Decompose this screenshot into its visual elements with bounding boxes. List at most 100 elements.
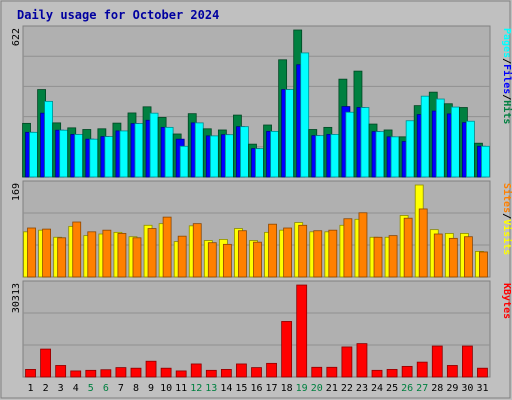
- x-tick-day-15: 15: [235, 383, 247, 394]
- bar-sites-day-7: [117, 233, 127, 278]
- legend-hits: Hits: [501, 100, 512, 124]
- bar-pages-day-18: [285, 89, 295, 178]
- x-tick-day-18: 18: [281, 383, 293, 394]
- legend-separator: /: [501, 94, 512, 100]
- bar-sites-day-13: [207, 242, 217, 278]
- bar-pages-day-13: [209, 135, 219, 178]
- bar-kbytes-day-6: [100, 369, 112, 378]
- x-tick-day-17: 17: [266, 383, 278, 394]
- bar-pages-day-7: [119, 130, 129, 178]
- bar-kbytes-day-9: [145, 360, 157, 378]
- bar-pages-day-8: [134, 123, 144, 178]
- bar-kbytes-day-26: [401, 365, 413, 378]
- legend-kbytes: KBytes: [501, 283, 512, 319]
- legend-separator: /: [501, 213, 512, 219]
- bar-pages-day-21: [330, 134, 340, 178]
- bar-kbytes-day-22: [341, 346, 353, 378]
- x-tick-day-8: 8: [133, 383, 139, 394]
- bar-kbytes-day-23: [356, 343, 368, 378]
- bar-pages-day-17: [270, 130, 279, 178]
- bar-pages-day-26: [405, 120, 415, 178]
- bar-sites-day-15: [238, 230, 247, 278]
- bar-kbytes-day-3: [55, 365, 67, 378]
- bar-pages-day-24: [375, 131, 385, 178]
- bar-pages-day-25: [390, 136, 400, 178]
- legend-separator: /: [501, 58, 512, 64]
- x-tick-day-25: 25: [386, 383, 398, 394]
- legend-pages: Pages: [501, 28, 512, 58]
- bar-sites-day-12: [192, 223, 202, 278]
- panel-visits: 169 Sites/Visits: [11, 180, 512, 278]
- x-tick-day-19: 19: [296, 383, 308, 394]
- bar-sites-day-19: [298, 224, 308, 278]
- bar-sites-day-20: [313, 230, 323, 278]
- bar-kbytes-day-25: [386, 369, 398, 378]
- bar-kbytes-day-21: [326, 366, 338, 378]
- x-tick-day-4: 4: [73, 383, 79, 394]
- x-tick-day-10: 10: [160, 383, 172, 394]
- x-tick-day-30: 30: [461, 383, 473, 394]
- panel-kbytes-max-label: 30313: [11, 283, 22, 313]
- x-tick-day-16: 16: [250, 383, 262, 394]
- bar-sites-day-6: [102, 229, 112, 278]
- x-tick-day-27: 27: [416, 383, 428, 394]
- bar-pages-day-23: [360, 107, 370, 178]
- bar-sites-day-2: [42, 228, 51, 278]
- bar-pages-day-14: [224, 134, 234, 178]
- bar-kbytes-day-2: [40, 348, 51, 378]
- bar-kbytes-day-18: [281, 321, 293, 378]
- x-tick-day-23: 23: [356, 383, 368, 394]
- legend-sites: Sites: [501, 183, 512, 213]
- x-tick-day-26: 26: [401, 383, 413, 394]
- bar-pages-day-9: [149, 112, 159, 178]
- bar-pages-day-11: [179, 145, 189, 178]
- bar-sites-day-22: [343, 218, 353, 278]
- panel-hits: 622 Pages/Files/Hits: [11, 25, 512, 178]
- chart-title: Daily usage for October 2024: [17, 8, 219, 22]
- bar-kbytes-day-30: [462, 345, 473, 378]
- bar-pages-day-10: [164, 126, 174, 178]
- bar-sites-day-23: [358, 212, 368, 278]
- bar-pages-day-1: [29, 131, 38, 178]
- x-tick-day-2: 2: [43, 383, 49, 394]
- bar-kbytes-day-29: [446, 365, 458, 378]
- x-tick-day-6: 6: [103, 383, 109, 394]
- bar-sites-day-14: [222, 243, 232, 278]
- bar-sites-day-25: [388, 235, 398, 278]
- x-axis-labels: 1 2 3 4 5 6 7 8 9 10 11 12 13 14 15 16 17 18 19 20 21 22 23 24 2…: [28, 383, 489, 394]
- bar-pages-day-31: [481, 145, 490, 178]
- bar-sites-day-4: [72, 221, 82, 278]
- panel-kbytes-legend: KBytes: [501, 283, 512, 319]
- bar-kbytes-day-13: [205, 369, 217, 378]
- bar-kbytes-day-5: [85, 369, 97, 378]
- bar-pages-day-29: [450, 106, 460, 178]
- bar-pages-day-20: [315, 135, 325, 178]
- bar-kbytes-day-16: [251, 367, 262, 378]
- bar-kbytes-day-1: [25, 369, 36, 378]
- bar-pages-day-12: [194, 122, 204, 178]
- x-tick-day-31: 31: [476, 383, 488, 394]
- bar-sites-day-16: [253, 241, 262, 278]
- x-tick-day-1: 1: [28, 383, 34, 394]
- bar-kbytes-day-20: [311, 366, 323, 378]
- bar-pages-day-16: [255, 148, 264, 178]
- bar-sites-day-24: [373, 236, 383, 278]
- bar-sites-day-1: [27, 227, 36, 278]
- x-tick-day-29: 29: [446, 383, 458, 394]
- bar-sites-day-9: [147, 228, 157, 278]
- bar-pages-day-19: [300, 52, 310, 178]
- bar-sites-day-17: [268, 223, 277, 278]
- x-tick-day-5: 5: [88, 383, 94, 394]
- bar-kbytes-day-17: [266, 362, 277, 378]
- x-tick-day-21: 21: [326, 383, 338, 394]
- bar-sites-day-10: [162, 216, 172, 278]
- bar-sites-day-31: [479, 251, 488, 278]
- bar-pages-day-28: [435, 98, 445, 178]
- bar-pages-day-27: [420, 95, 430, 178]
- bar-sites-day-26: [403, 217, 413, 278]
- bar-sites-day-5: [87, 231, 97, 278]
- x-tick-day-22: 22: [341, 383, 353, 394]
- bar-pages-day-5: [89, 138, 99, 178]
- panel-hits-max-label: 622: [11, 28, 22, 46]
